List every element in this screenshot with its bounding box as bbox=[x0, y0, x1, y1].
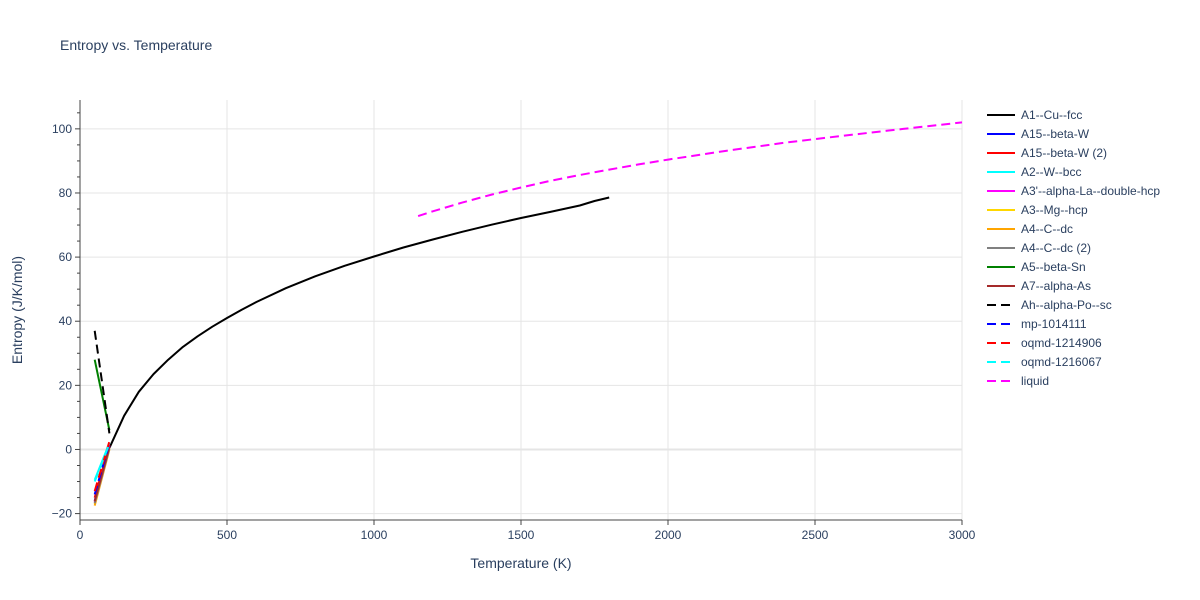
legend-item[interactable]: A15--beta-W (2) bbox=[987, 146, 1107, 160]
legend-item[interactable]: A2--W--bcc bbox=[987, 165, 1081, 179]
legend-label: oqmd-1216067 bbox=[1021, 355, 1102, 369]
legend-label: mp-1014111 bbox=[1021, 317, 1087, 331]
y-tick-label: 40 bbox=[59, 314, 73, 328]
legend-item[interactable]: A4--C--dc bbox=[987, 222, 1073, 236]
legend-item[interactable]: Ah--alpha-Po--sc bbox=[987, 298, 1112, 312]
legend-label: A15--beta-W (2) bbox=[1021, 146, 1107, 160]
legend-item[interactable]: liquid bbox=[987, 374, 1049, 388]
legend: A1--Cu--fcc A15--beta-W A15--beta-W (2) A2-… bbox=[987, 108, 1160, 388]
grid bbox=[80, 100, 963, 520]
legend-item[interactable]: A7--alpha-As bbox=[987, 279, 1091, 293]
legend-label: A3'--alpha-La--double-hcp bbox=[1021, 184, 1160, 198]
x-tick-label: 0 bbox=[77, 528, 84, 542]
legend-label: A2--W--bcc bbox=[1021, 165, 1081, 179]
x-axis-title: Temperature (K) bbox=[470, 555, 571, 571]
series-line-liquid bbox=[417, 121, 963, 218]
series-line-ah-alpha-po-sc bbox=[93, 330, 111, 434]
legend-item[interactable]: A3'--alpha-La--double-hcp bbox=[987, 184, 1160, 198]
legend-label: A5--beta-Sn bbox=[1021, 260, 1086, 274]
legend-item[interactable]: A3--Mg--hcp bbox=[987, 203, 1088, 217]
x-tick-label: 1500 bbox=[508, 528, 535, 542]
legend-label: A15--beta-W bbox=[1021, 127, 1090, 141]
legend-label: A1--Cu--fcc bbox=[1021, 108, 1082, 122]
x-tick-label: 2500 bbox=[802, 528, 829, 542]
y-axis-title: Entropy (J/K/mol) bbox=[9, 256, 25, 364]
legend-item[interactable]: mp-1014111 bbox=[987, 317, 1087, 331]
x-tick-labels: 0 500 1000 1500 2000 2500 3000 bbox=[77, 520, 976, 542]
x-tick-label: 3000 bbox=[949, 528, 976, 542]
y-tick-label: 60 bbox=[59, 250, 73, 264]
legend-item[interactable]: A5--beta-Sn bbox=[987, 260, 1086, 274]
legend-item[interactable]: A4--C--dc (2) bbox=[987, 241, 1091, 255]
series-group bbox=[93, 121, 963, 506]
chart-title: Entropy vs. Temperature bbox=[60, 37, 212, 53]
legend-item[interactable]: oqmd-1214906 bbox=[987, 336, 1102, 350]
legend-label: A4--C--dc (2) bbox=[1021, 241, 1091, 255]
legend-item[interactable]: A1--Cu--fcc bbox=[987, 108, 1082, 122]
series-line-a1-cu-fcc bbox=[108, 196, 610, 449]
legend-label: A4--C--dc bbox=[1021, 222, 1073, 236]
y-tick-label: 0 bbox=[65, 442, 72, 456]
legend-item[interactable]: A15--beta-W bbox=[987, 127, 1090, 141]
y-tick-labels: −20 0 20 40 60 80 100 bbox=[52, 112, 80, 521]
y-tick-label: 80 bbox=[59, 186, 73, 200]
series-line-a7-alpha-as bbox=[93, 446, 111, 502]
legend-label: oqmd-1214906 bbox=[1021, 336, 1102, 350]
x-tick-label: 500 bbox=[217, 528, 237, 542]
y-tick-label: 100 bbox=[52, 122, 72, 136]
y-tick-label: 20 bbox=[59, 378, 73, 392]
legend-label: liquid bbox=[1021, 374, 1049, 388]
y-tick-label: −20 bbox=[52, 507, 73, 521]
legend-label: Ah--alpha-Po--sc bbox=[1021, 298, 1112, 312]
legend-label: A3--Mg--hcp bbox=[1021, 203, 1088, 217]
legend-item[interactable]: oqmd-1216067 bbox=[987, 355, 1102, 369]
legend-label: A7--alpha-As bbox=[1021, 279, 1091, 293]
series-line-oqmd-1216067 bbox=[93, 443, 111, 482]
x-tick-label: 1000 bbox=[361, 528, 388, 542]
x-tick-label: 2000 bbox=[655, 528, 682, 542]
